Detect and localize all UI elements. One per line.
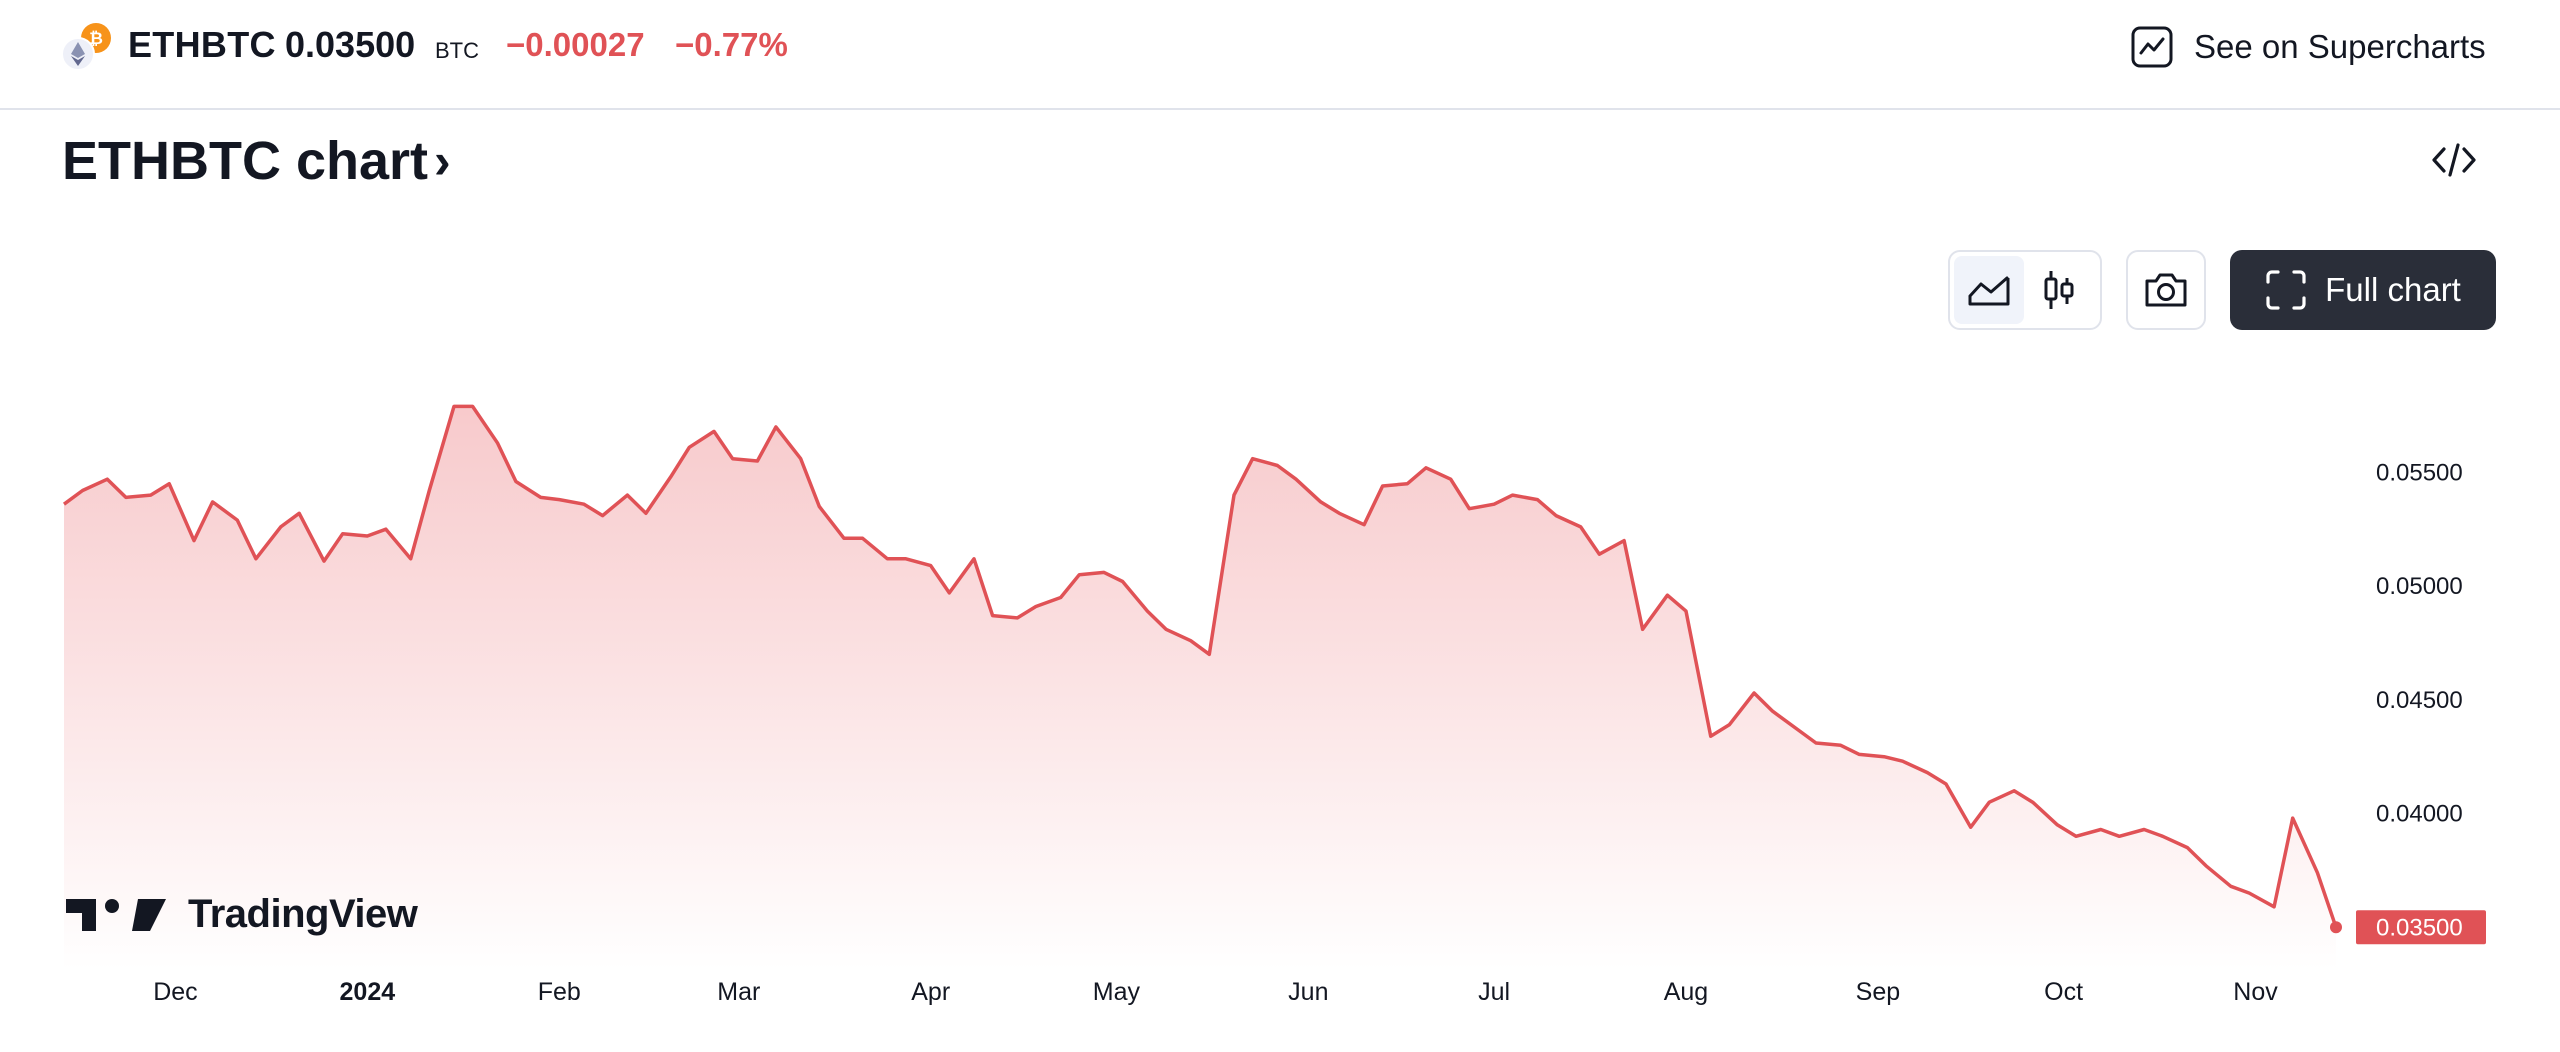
price-change-percent: −0.77% — [675, 26, 788, 63]
y-tick-label: 0.05000 — [2376, 573, 2463, 600]
full-chart-label: Full chart — [2325, 271, 2461, 308]
chart-window-icon — [2131, 26, 2173, 68]
price-series-line — [62, 404, 2338, 928]
y-tick-label: 0.04500 — [2376, 687, 2463, 714]
x-tick-label: Mar — [717, 978, 760, 1006]
symbol-name[interactable]: ETHBTC — [128, 24, 276, 65]
y-tick-label: 0.04000 — [2376, 801, 2463, 828]
eth-btc-pair-icon: ₿ — [61, 23, 111, 71]
x-tick-label: Jun — [1288, 978, 1328, 1006]
x-tick-label: 2024 — [340, 978, 396, 1006]
chevron-right-icon: › — [434, 133, 451, 189]
price-currency: BTC — [435, 38, 479, 63]
x-tick-label: Nov — [2233, 978, 2278, 1006]
last-price-badge-label: 0.03500 — [2376, 914, 2463, 941]
x-tick-label: Dec — [153, 978, 197, 1006]
y-tick-label: 0.05500 — [2376, 459, 2463, 486]
x-tick-label: Feb — [538, 978, 581, 1006]
chart-title: ETHBTC chart — [62, 131, 429, 191]
area-chart-icon — [1968, 276, 2010, 306]
last-price-point — [2330, 921, 2342, 934]
x-tick-label: Aug — [1664, 978, 1708, 1006]
full-chart-button[interactable]: Full chart — [2230, 250, 2496, 330]
x-tick-label: May — [1093, 978, 1141, 1006]
candles-icon — [2044, 271, 2074, 309]
fullscreen-icon — [2266, 270, 2306, 310]
price-chart[interactable]: 0.05500 0.05000 0.04500 0.04000 Dec 2024 Feb M… — [0, 340, 2560, 1020]
last-price: 0.03500 — [285, 24, 416, 65]
tradingview-wordmark: TradingView — [188, 892, 418, 936]
code-icon[interactable] — [2430, 140, 2478, 180]
camera-icon — [2145, 273, 2187, 307]
see-on-supercharts-label: See on Supercharts — [2194, 28, 2486, 65]
x-tick-label: Apr — [911, 978, 950, 1006]
chart-title-link[interactable]: ETHBTC chart › — [62, 130, 451, 192]
candles-chart-button[interactable] — [2024, 256, 2094, 324]
area-chart-button[interactable] — [1954, 256, 2024, 324]
x-tick-label: Jul — [1478, 978, 1510, 1006]
price-change: −0.00027 — [506, 26, 645, 63]
svg-text:₿: ₿ — [89, 29, 103, 48]
screenshot-button[interactable] — [2126, 250, 2206, 330]
price-area-fill — [64, 406, 2336, 970]
x-tick-label: Oct — [2044, 978, 2083, 1006]
see-on-supercharts-link[interactable]: See on Supercharts — [2130, 18, 2510, 76]
symbol-header: ₿ ETHBTC 0.03500 BTC −0.00027 −0.77% See… — [0, 0, 2560, 110]
chart-type-toggle — [1948, 250, 2102, 330]
x-tick-label: Sep — [1856, 978, 1900, 1006]
tradingview-mark-icon — [66, 898, 166, 931]
tradingview-logo[interactable]: TradingView — [66, 892, 418, 937]
last-price-badge: 0.03500 — [2356, 910, 2486, 945]
